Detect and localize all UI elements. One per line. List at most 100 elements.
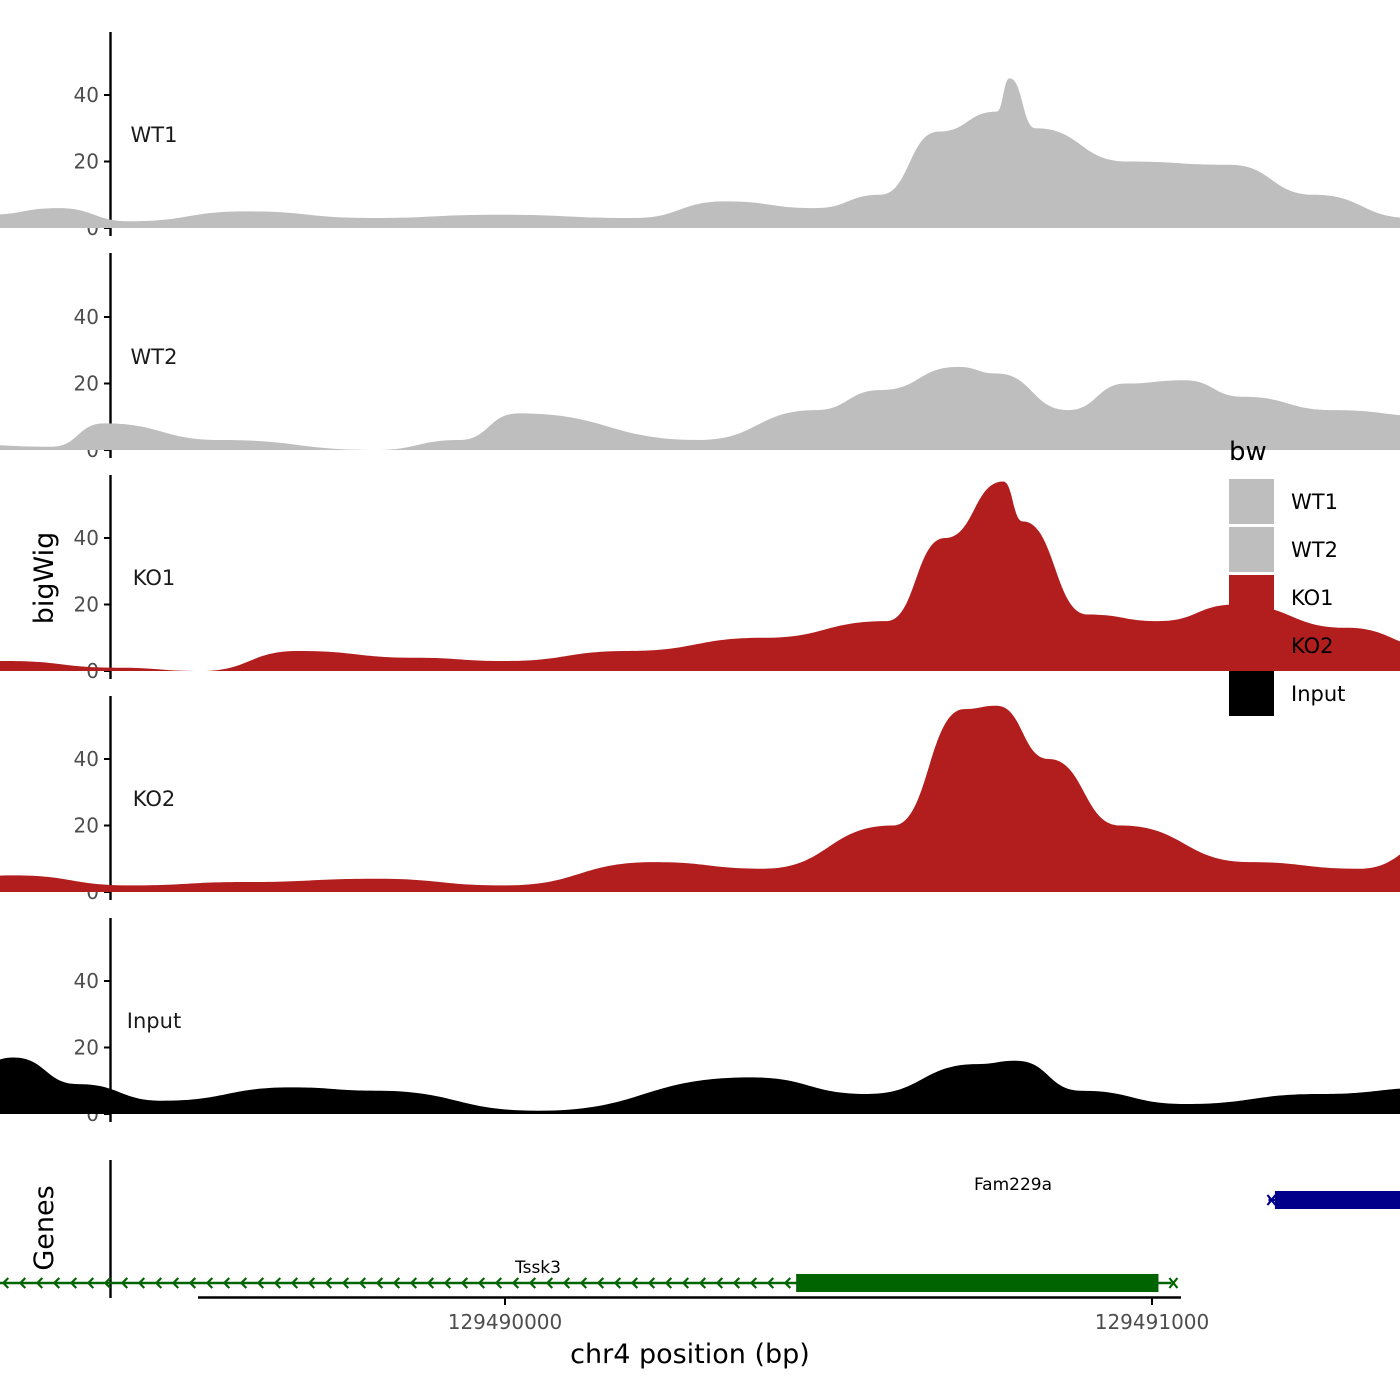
track-label: WT2 (131, 345, 178, 369)
y-tick-label: 40 (74, 969, 99, 993)
x-tick-label: 129490000 (448, 1310, 563, 1334)
coverage-area-ko2 (0, 705, 1400, 892)
strand-arrow (103, 1277, 112, 1289)
track-wt2: 02040WT2 (0, 253, 1400, 462)
x-axis-title: chr4 position (bp) (570, 1339, 810, 1370)
y-tick-label: 20 (74, 1036, 99, 1060)
strand-arrow (443, 1277, 452, 1289)
legend-item-ko2: KO2 (1229, 623, 1334, 668)
strand-arrow (137, 1277, 146, 1289)
strand-arrow (409, 1277, 418, 1289)
y-tick-label: 20 (74, 814, 99, 838)
track-wt1: 02040WT1 (0, 32, 1400, 240)
strand-arrow (35, 1277, 44, 1289)
gene-end-cap (1168, 1277, 1179, 1289)
strand-arrow (69, 1277, 78, 1289)
track-label: KO2 (133, 787, 176, 811)
gene-label: Fam229a (974, 1175, 1052, 1195)
strand-arrow (698, 1277, 707, 1289)
strand-arrow (239, 1277, 248, 1289)
legend-item-wt1: WT1 (1229, 479, 1338, 524)
legend-item-input: Input (1229, 671, 1345, 716)
legend-label: WT2 (1291, 538, 1338, 562)
genes-panel-title: Genes (29, 1185, 60, 1270)
gene-end-cap (1266, 1194, 1277, 1206)
legend-label: KO1 (1291, 586, 1334, 610)
strand-arrow (579, 1277, 588, 1289)
y-tick-label: 40 (74, 526, 99, 550)
y-tick-label: 40 (74, 747, 99, 771)
strand-arrow (392, 1277, 401, 1289)
strand-arrow (52, 1277, 61, 1289)
strand-arrow (426, 1277, 435, 1289)
strand-arrow (647, 1277, 656, 1289)
legend-swatch (1229, 623, 1274, 668)
legend-label: WT1 (1291, 490, 1338, 514)
coverage-area-wt1 (0, 78, 1400, 228)
gene-tssk3: Tssk3 (0, 1258, 1179, 1292)
strand-arrow (171, 1277, 180, 1289)
y-tick-label: 20 (74, 150, 99, 174)
strand-arrow (545, 1277, 554, 1289)
exon-block (1274, 1191, 1400, 1209)
gene-fam229a: Fam229a (974, 1175, 1400, 1209)
coverage-area-ko1 (0, 481, 1400, 671)
strand-arrow (324, 1277, 333, 1289)
coverage-tracks: 02040WT102040WT202040KO102040KO202040Inp… (0, 32, 1400, 1126)
legend-label: Input (1291, 682, 1345, 706)
strand-arrow (256, 1277, 265, 1289)
legend-swatch (1229, 671, 1274, 716)
strand-arrow (766, 1277, 775, 1289)
strand-arrow (732, 1277, 741, 1289)
y-tick-label: 40 (74, 83, 99, 107)
track-ko1: 02040KO1 (0, 475, 1400, 683)
strand-arrow (596, 1277, 605, 1289)
gene-track: Tssk3 Fam229a (0, 1160, 1400, 1298)
legend-swatch (1229, 575, 1274, 620)
strand-arrow (477, 1277, 486, 1289)
strand-arrow (613, 1277, 622, 1289)
gene-label: Tssk3 (514, 1258, 561, 1278)
track-label: Input (127, 1009, 181, 1033)
y-tick-label: 20 (74, 593, 99, 617)
y-tick-label: 20 (74, 372, 99, 396)
legend-item-ko1: KO1 (1229, 575, 1334, 620)
track-label: KO1 (133, 566, 176, 590)
strand-arrow (86, 1277, 95, 1289)
legend-swatch (1229, 527, 1274, 572)
strand-arrow (222, 1277, 231, 1289)
strand-arrow (375, 1277, 384, 1289)
legend-swatch (1229, 479, 1274, 524)
track-label: WT1 (131, 123, 178, 147)
strand-arrow (358, 1277, 367, 1289)
strand-arrow (1, 1277, 10, 1289)
strand-arrow (715, 1277, 724, 1289)
track-ko2: 02040KO2 (0, 696, 1400, 904)
strand-arrow (273, 1277, 282, 1289)
coverage-area-input (0, 1057, 1400, 1114)
legend-title: bw (1229, 437, 1267, 467)
strand-arrow (562, 1277, 571, 1289)
strand-arrow (630, 1277, 639, 1289)
strand-arrow (494, 1277, 503, 1289)
strand-arrow (18, 1277, 27, 1289)
strand-arrow (205, 1277, 214, 1289)
strand-arrow (341, 1277, 350, 1289)
legend: bw WT1 WT2 KO1 KO2 Input (1229, 437, 1345, 716)
strand-arrow (528, 1277, 537, 1289)
strand-arrow (307, 1277, 316, 1289)
legend-label: KO2 (1291, 634, 1334, 658)
legend-item-wt2: WT2 (1229, 527, 1338, 572)
exon-block (796, 1274, 1159, 1292)
strand-arrow (664, 1277, 673, 1289)
strand-arrow (460, 1277, 469, 1289)
strand-arrow (290, 1277, 299, 1289)
x-axis: 129490000129491000129492000 (198, 1296, 1209, 1334)
strand-arrow (681, 1277, 690, 1289)
strand-arrow (188, 1277, 197, 1289)
strand-arrow (783, 1277, 792, 1289)
strand-arrow (511, 1277, 520, 1289)
strand-arrow (154, 1277, 163, 1289)
coverage-area-wt2 (0, 366, 1400, 450)
